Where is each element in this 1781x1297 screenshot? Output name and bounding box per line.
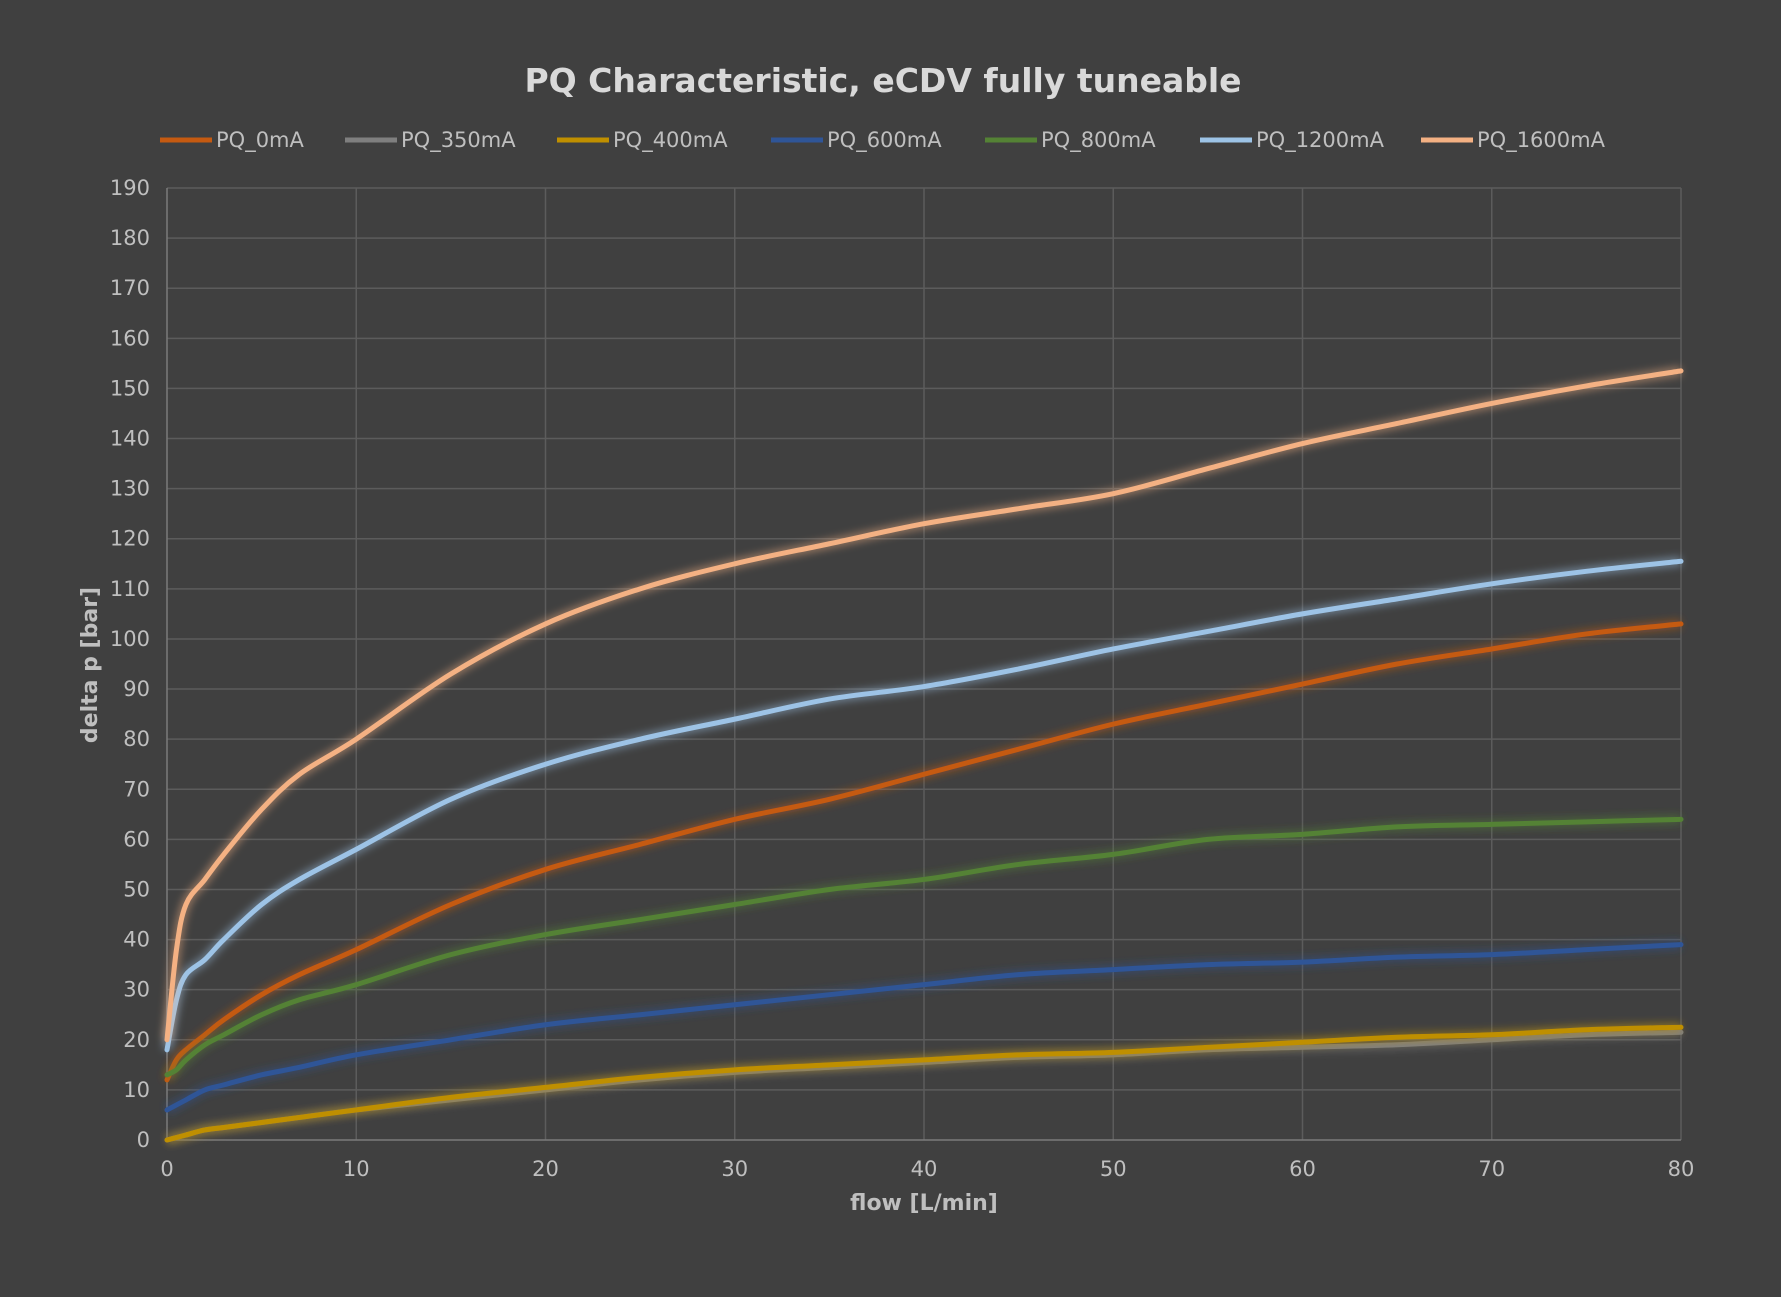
y-tick-label: 0 bbox=[137, 1128, 150, 1152]
legend-item-pq-1200ma: PQ_1200mA bbox=[1200, 128, 1385, 153]
y-tick-label: 70 bbox=[123, 777, 150, 801]
y-tick-label: 60 bbox=[123, 827, 150, 851]
legend: PQ_0mA PQ_350mA PQ_400mA PQ_600mA PQ_800mA PQ… bbox=[160, 128, 1606, 153]
y-tick-label: 140 bbox=[110, 427, 150, 451]
legend-item-pq-350ma: PQ_350mA bbox=[345, 128, 516, 153]
y-axis-label: delta p [bar] bbox=[78, 587, 103, 743]
x-tick-label: 50 bbox=[1100, 1157, 1127, 1181]
y-tick-label: 30 bbox=[123, 978, 150, 1002]
y-tick-label: 10 bbox=[123, 1078, 150, 1102]
x-tick-label: 0 bbox=[160, 1157, 173, 1181]
series-lines bbox=[162, 365, 1684, 1145]
legend-label: PQ_350mA bbox=[401, 128, 516, 153]
axes bbox=[166, 188, 1681, 1141]
legend-item-pq-600ma: PQ_600mA bbox=[771, 128, 942, 153]
y-tick-label: 120 bbox=[110, 527, 150, 551]
legend-label: PQ_600mA bbox=[827, 128, 942, 153]
legend-label: PQ_1600mA bbox=[1477, 128, 1606, 153]
y-tick-label: 80 bbox=[123, 727, 150, 751]
series-pq-800ma bbox=[164, 814, 1684, 1080]
series-pq-600ma bbox=[164, 939, 1684, 1115]
x-tick-label: 20 bbox=[532, 1157, 559, 1181]
y-tick-label: 100 bbox=[110, 627, 150, 651]
gridlines bbox=[167, 187, 1682, 1140]
series-pq-0ma bbox=[162, 618, 1684, 1083]
y-tick-label: 190 bbox=[110, 176, 150, 200]
x-tick-label: 10 bbox=[343, 1157, 370, 1181]
series-line bbox=[164, 621, 1684, 1083]
series-line bbox=[164, 816, 1684, 1078]
y-tick-label: 160 bbox=[110, 326, 150, 350]
y-tick-label: 50 bbox=[123, 877, 150, 901]
x-tick-label: 80 bbox=[1668, 1157, 1695, 1181]
y-tick-label: 170 bbox=[110, 276, 150, 300]
y-tick-label: 180 bbox=[110, 226, 150, 250]
legend-label: PQ_400mA bbox=[613, 128, 728, 153]
x-axis-label: flow [L/min] bbox=[850, 1191, 998, 1216]
series-line bbox=[164, 1024, 1684, 1143]
series-line bbox=[164, 368, 1684, 1043]
x-tick-label: 60 bbox=[1289, 1157, 1316, 1181]
series-pq-1200ma bbox=[162, 556, 1684, 1053]
legend-label: PQ_800mA bbox=[1041, 128, 1156, 153]
y-tick-label: 130 bbox=[110, 477, 150, 501]
y-tick-labels: 0 10 20 30 40 50 60 70 80 90 100 110 120 130 140 150 160… bbox=[110, 176, 150, 1152]
x-tick-label: 30 bbox=[721, 1157, 748, 1181]
legend-item-pq-400ma: PQ_400mA bbox=[557, 128, 728, 153]
y-tick-label: 110 bbox=[110, 577, 150, 601]
legend-label: PQ_1200mA bbox=[1256, 128, 1385, 153]
legend-label: PQ_0mA bbox=[216, 128, 305, 153]
series-line bbox=[164, 942, 1684, 1113]
y-tick-label: 150 bbox=[110, 376, 150, 400]
series-pq-1600ma bbox=[162, 365, 1684, 1043]
series-pq-400ma bbox=[164, 1022, 1684, 1145]
legend-item-pq-1600ma: PQ_1600mA bbox=[1421, 128, 1606, 153]
legend-item-pq-0ma: PQ_0mA bbox=[160, 128, 305, 153]
x-tick-label: 40 bbox=[911, 1157, 938, 1181]
y-tick-label: 20 bbox=[123, 1028, 150, 1052]
x-tick-label: 70 bbox=[1478, 1157, 1505, 1181]
series-line bbox=[164, 558, 1684, 1053]
chart-title: PQ Characteristic, eCDV fully tuneable bbox=[524, 61, 1241, 100]
legend-item-pq-800ma: PQ_800mA bbox=[985, 128, 1156, 153]
x-tick-labels: 0 10 20 30 40 50 60 70 80 bbox=[160, 1157, 1694, 1181]
y-tick-label: 40 bbox=[123, 928, 150, 952]
y-tick-label: 90 bbox=[123, 677, 150, 701]
